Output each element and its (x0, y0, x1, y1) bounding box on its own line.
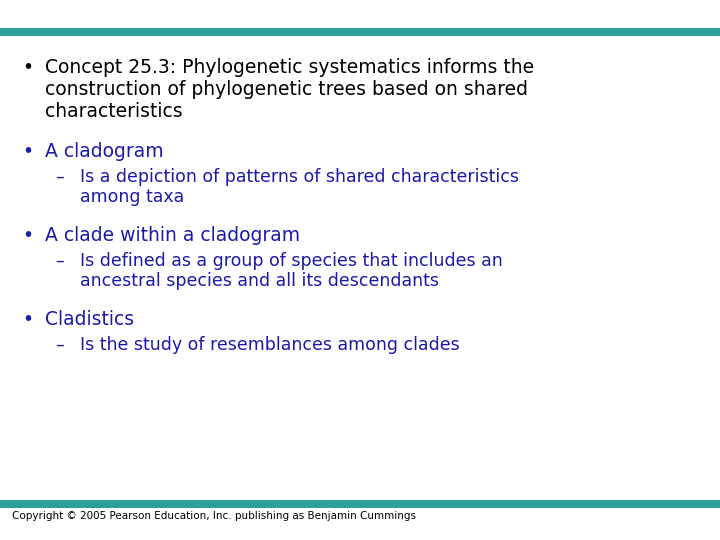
Text: •: • (22, 310, 33, 329)
Text: ancestral species and all its descendants: ancestral species and all its descendant… (80, 272, 439, 290)
Bar (0, 500, 720, 508)
Text: •: • (22, 226, 33, 245)
Text: characteristics: characteristics (45, 102, 183, 121)
Text: A cladogram: A cladogram (45, 142, 163, 161)
Bar (0, 28, 720, 36)
Text: –: – (55, 252, 64, 270)
Text: –: – (55, 336, 64, 354)
Text: Cladistics: Cladistics (45, 310, 134, 329)
Text: construction of phylogenetic trees based on shared: construction of phylogenetic trees based… (45, 80, 528, 99)
Text: Copyright © 2005 Pearson Education, Inc. publishing as Benjamin Cummings: Copyright © 2005 Pearson Education, Inc.… (12, 511, 416, 521)
Text: Is a depiction of patterns of shared characteristics: Is a depiction of patterns of shared cha… (80, 168, 519, 186)
Text: Is the study of resemblances among clades: Is the study of resemblances among clade… (80, 336, 460, 354)
Text: •: • (22, 58, 33, 77)
Text: A clade within a cladogram: A clade within a cladogram (45, 226, 300, 245)
Text: among taxa: among taxa (80, 188, 184, 206)
Text: •: • (22, 142, 33, 161)
Text: Is defined as a group of species that includes an: Is defined as a group of species that in… (80, 252, 503, 270)
Text: –: – (55, 168, 64, 186)
Text: Concept 25.3: Phylogenetic systematics informs the: Concept 25.3: Phylogenetic systematics i… (45, 58, 534, 77)
